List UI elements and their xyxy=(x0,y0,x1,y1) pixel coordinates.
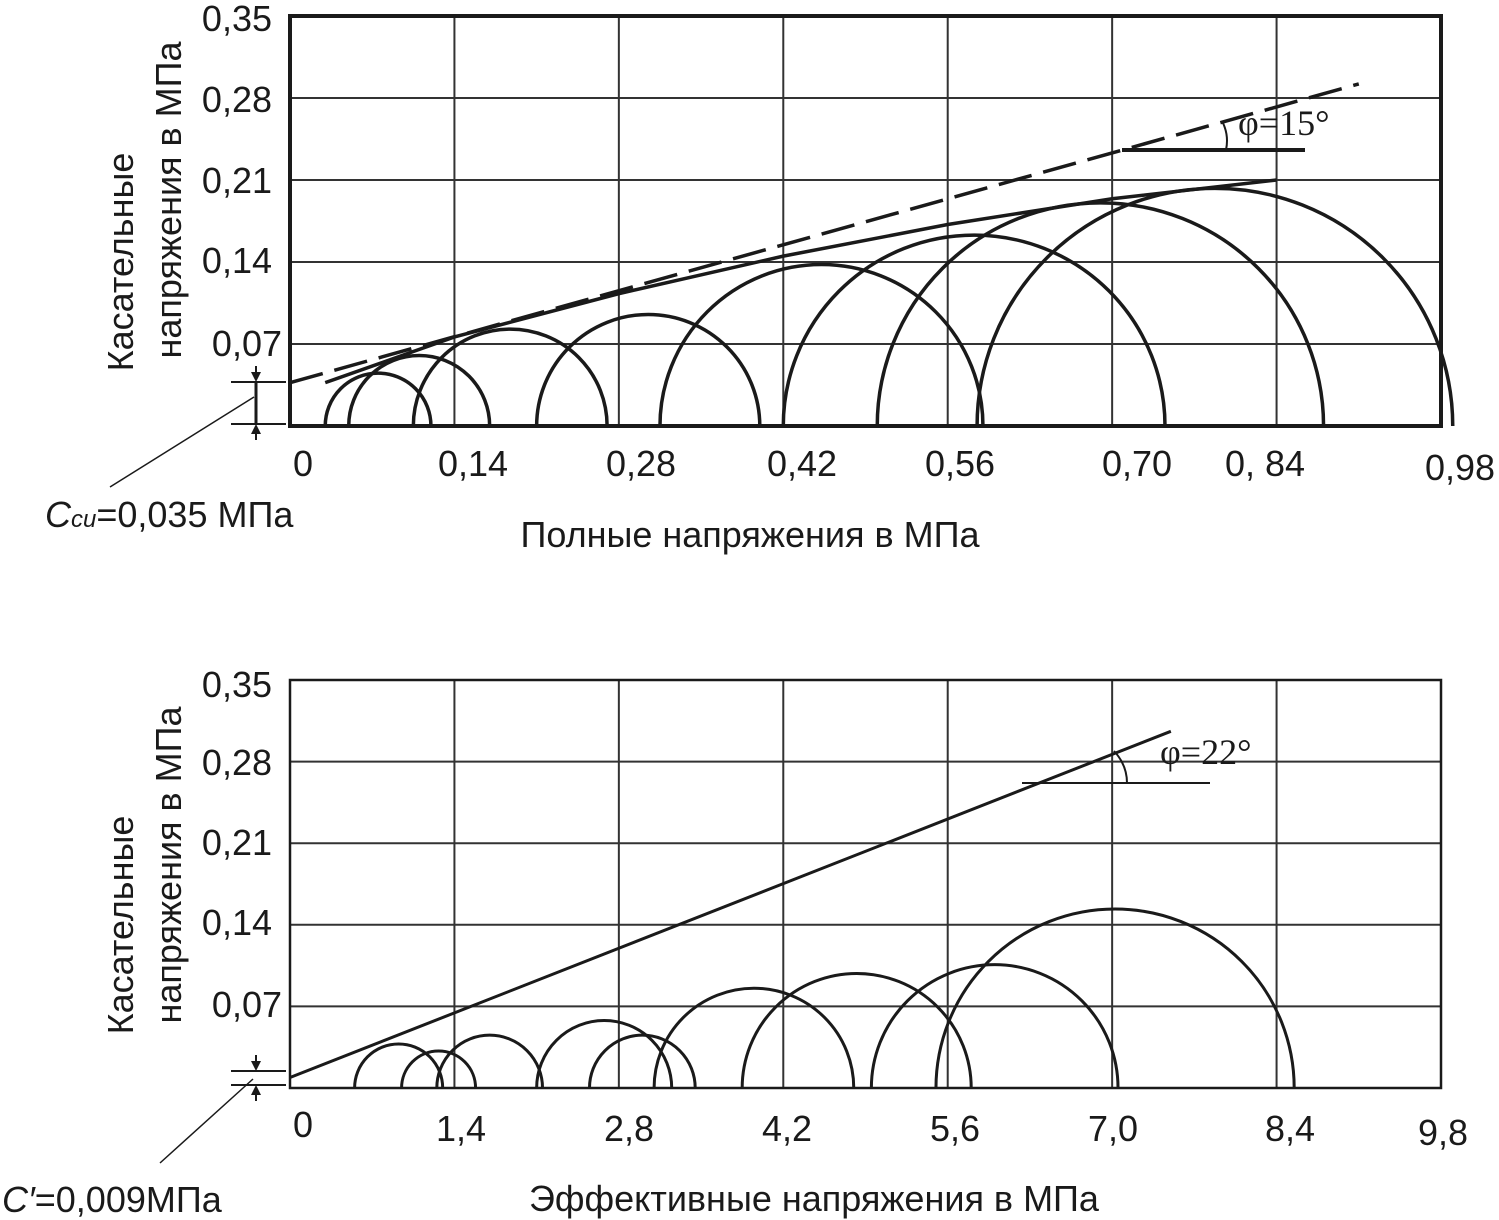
top-mohr-circle xyxy=(346,353,492,427)
bottom-x-tick: 4,2 xyxy=(762,1108,812,1149)
bottom-angle-label: φ=22° xyxy=(1160,732,1251,772)
top-mohr-circle xyxy=(975,187,1455,427)
top-y-tick: 0,28 xyxy=(202,79,272,120)
top-y-tick: 0,35 xyxy=(202,0,272,39)
bottom-cohesion-marker xyxy=(159,1055,286,1164)
top-angle-label: φ=15° xyxy=(1238,103,1329,143)
bottom-x-tick: 5,6 xyxy=(930,1108,980,1149)
bot-envelope-line xyxy=(289,729,1172,1079)
bottom-y-axis-label-line1: Касательные xyxy=(100,816,141,1035)
bot-mohr-circle xyxy=(934,907,1296,1089)
bottom-y-tick: 0,14 xyxy=(202,902,272,943)
top-envelopes xyxy=(289,82,1360,385)
bottom-x-tick: 2,8 xyxy=(604,1108,654,1149)
top-envelope-dashed xyxy=(289,82,1360,385)
bottom-y-tick: 0,35 xyxy=(202,664,272,705)
bottom-angle-marker xyxy=(1022,750,1210,784)
bot-mohr-circle xyxy=(435,1033,545,1089)
top-grid xyxy=(290,16,1441,426)
bot-mohr-circle xyxy=(400,1049,478,1089)
bottom-x-tick: 8,4 xyxy=(1265,1108,1315,1149)
top-mohr-circle xyxy=(875,201,1326,427)
top-envelope-curve xyxy=(324,178,1277,385)
bot-mohr-circle xyxy=(353,1042,445,1089)
bottom-grid xyxy=(290,680,1441,1088)
top-mohr-circle xyxy=(658,262,985,427)
top-y-tick: 0,14 xyxy=(202,240,272,281)
top-cohesion-label: Ccu=0,035 МПа xyxy=(45,494,294,535)
bottom-cohesion-label: C′=0,009МПа xyxy=(2,1179,223,1220)
top-mohr-circle xyxy=(323,371,433,427)
top-x-tick: 0,42 xyxy=(767,443,837,484)
top-y-axis-label-line2: напряжения в МПа xyxy=(148,40,189,358)
bot-mohr-circle xyxy=(535,1019,674,1089)
bot-mohr-circle xyxy=(587,1033,697,1089)
bot-mohr-circle xyxy=(740,972,973,1089)
top-x-axis-label: Полные напряжения в МПа xyxy=(521,514,981,555)
top-x-tick: 0,28 xyxy=(606,443,676,484)
bottom-y-tick: 0,28 xyxy=(202,742,272,783)
bottom-y-axis-label-line2: напряжения в МПа xyxy=(148,705,189,1023)
top-mohr-circles xyxy=(323,187,1455,427)
bottom-y-tick: 0,07 xyxy=(212,984,282,1025)
top-x-tick: 0, 84 xyxy=(1225,443,1305,484)
bottom-envelope xyxy=(289,729,1172,1079)
bot-mohr-circle xyxy=(652,986,856,1089)
top-x-tick: 0,70 xyxy=(1102,443,1172,484)
top-y-axis-label-line1: Касательные xyxy=(100,153,141,372)
bot-mohr-circle xyxy=(869,963,1120,1089)
bottom-y-tick: 0,21 xyxy=(202,822,272,863)
top-cohesion-marker xyxy=(109,366,286,488)
bottom-x-tick: 7,0 xyxy=(1088,1108,1138,1149)
bottom-x-tick: 9,8 xyxy=(1418,1112,1468,1153)
bottom-mohr-circles xyxy=(353,907,1296,1089)
top-x-tick: 0,14 xyxy=(438,443,508,484)
total-stress-chart: 0,35 0,28 0,21 0,14 0,07 0 0,14 0,28 0,4… xyxy=(45,0,1495,555)
top-mohr-circle xyxy=(411,327,609,427)
top-mohr-circle xyxy=(783,235,1165,426)
top-x-tick: 0,98 xyxy=(1425,447,1495,488)
top-plot-frame xyxy=(288,14,1443,428)
effective-stress-chart: 0,35 0,28 0,21 0,14 0,07 0 1,4 2,8 4,2 5… xyxy=(2,664,1468,1220)
top-y-tick: 0,07 xyxy=(212,323,282,364)
top-angle-marker xyxy=(1122,122,1305,152)
bottom-x-axis-label: Эффективные напряжения в МПа xyxy=(529,1178,1100,1219)
bottom-x-tick: 0 xyxy=(293,1104,313,1145)
bottom-plot-frame xyxy=(288,678,1443,1090)
bottom-x-tick: 1,4 xyxy=(436,1108,486,1149)
top-x-tick: 0,56 xyxy=(925,443,995,484)
top-y-tick: 0,21 xyxy=(202,160,272,201)
top-x-tick: 0 xyxy=(293,443,313,484)
top-mohr-circle xyxy=(534,313,762,427)
